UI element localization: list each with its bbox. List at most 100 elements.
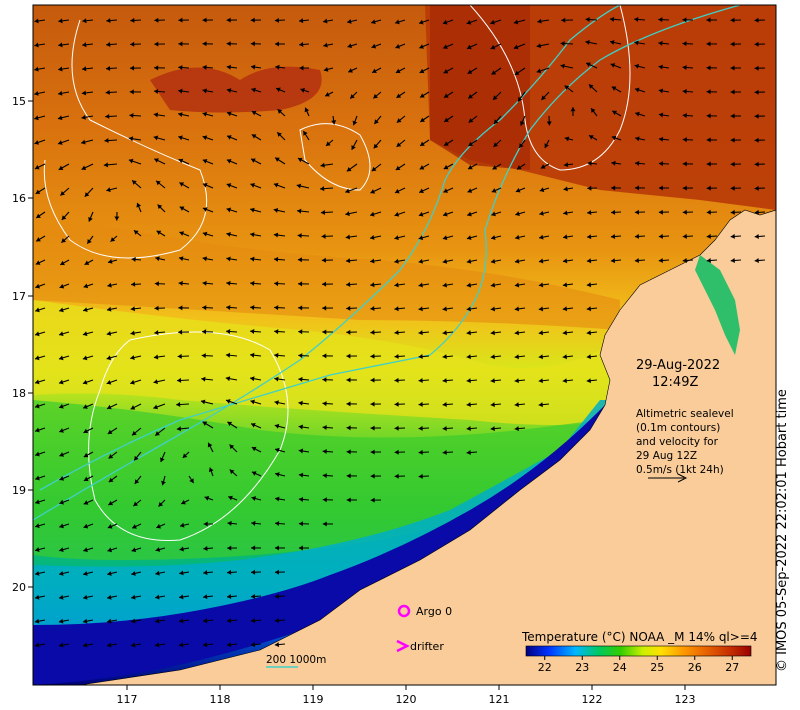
velocity-arrowhead [588, 84, 594, 89]
velocity-arrowhead [394, 377, 399, 383]
velocity-arrowhead [514, 282, 520, 288]
altimetry-note-line: 0.5m/s (1kt 24h) [636, 464, 724, 476]
velocity-arrowhead [106, 42, 111, 48]
velocity-arrowhead [520, 120, 525, 126]
velocity-arrowhead [443, 93, 449, 98]
velocity-arrowhead [275, 496, 280, 502]
velocity-arrowhead [35, 451, 40, 457]
velocity-arrowhead [322, 281, 327, 287]
velocity-arrowhead [394, 330, 399, 336]
velocity-arrowhead [58, 618, 64, 624]
lat-tick-label: 16 [12, 192, 26, 205]
velocity-arrowhead [296, 183, 302, 189]
velocity-arrowhead [181, 499, 186, 505]
velocity-arrowhead [442, 425, 447, 431]
velocity-arrowhead [297, 208, 302, 214]
velocity-arrowhead [587, 210, 592, 216]
velocity-arrowhead [203, 545, 208, 551]
velocity-arrowhead [273, 232, 279, 238]
velocity-arrowhead [442, 306, 447, 312]
velocity-arrowhead [514, 426, 519, 432]
velocity-arrowhead [226, 305, 231, 311]
velocity-arrowhead [299, 65, 304, 71]
velocity-arrowhead [226, 111, 232, 117]
velocity-arrowhead [226, 88, 232, 93]
velocity-arrowhead [730, 257, 735, 263]
velocity-arrowhead [492, 165, 498, 170]
velocity-arrowhead [515, 234, 520, 240]
velocity-arrowhead [107, 547, 113, 553]
velocity-arrowhead [107, 282, 112, 288]
velocity-arrowhead [226, 618, 232, 624]
velocity-arrowhead [546, 121, 552, 126]
velocity-arrowhead [274, 305, 279, 311]
velocity-arrowhead [155, 256, 160, 262]
velocity-arrowhead [129, 89, 134, 95]
velocity-arrowhead [394, 211, 400, 217]
velocity-arrowhead [201, 353, 206, 359]
velocity-arrowhead [108, 500, 114, 506]
velocity-arrowhead [754, 137, 759, 143]
velocity-arrowhead [207, 442, 213, 448]
velocity-arrowhead [250, 376, 255, 382]
velocity-arrowhead [370, 401, 375, 407]
velocity-arrowhead [298, 448, 304, 454]
velocity-arrowhead [35, 427, 40, 433]
velocity-arrowhead [519, 143, 524, 148]
velocity-arrowhead [131, 256, 136, 262]
colorbar-scale [525, 645, 752, 657]
velocity-arrowhead [418, 425, 423, 431]
velocity-arrowhead [346, 473, 351, 479]
velocity-arrowhead [538, 378, 543, 384]
velocity-arrowhead [370, 353, 375, 359]
velocity-arrowhead [467, 211, 472, 217]
velocity-arrowhead [682, 41, 687, 47]
velocity-arrowhead [108, 258, 113, 264]
velocity-arrowhead [730, 137, 735, 143]
velocity-arrowhead [129, 113, 134, 119]
velocity-arrowhead [155, 547, 161, 552]
velocity-arrowhead [208, 467, 214, 473]
velocity-arrowhead [442, 378, 447, 384]
velocity-arrowhead [34, 115, 39, 121]
velocity-arrowhead [466, 306, 471, 312]
velocity-arrowhead [515, 211, 520, 217]
velocity-arrowhead [83, 571, 88, 576]
velocity-arrowhead [275, 472, 280, 477]
velocity-arrowhead [418, 330, 423, 336]
velocity-arrowhead [59, 331, 64, 337]
velocity-arrowhead [274, 618, 280, 624]
velocity-arrowhead [83, 594, 88, 600]
velocity-arrowhead [229, 444, 235, 450]
velocity-arrowhead [201, 376, 206, 382]
velocity-arrowhead [634, 16, 639, 22]
velocity-arrowhead [61, 215, 67, 220]
velocity-arrowhead [682, 185, 687, 191]
velocity-arrowhead [514, 330, 520, 336]
velocity-arrowhead [564, 85, 570, 90]
velocity-arrowhead [682, 137, 687, 143]
velocity-arrowhead [467, 188, 473, 193]
velocity-arrowhead [370, 235, 375, 240]
velocity-arrowhead [586, 306, 592, 312]
velocity-arrowhead [298, 281, 303, 287]
velocity-arrowhead [153, 135, 159, 141]
velocity-arrowhead [277, 109, 283, 114]
velocity-arrowhead [81, 165, 87, 170]
velocity-arrowhead [538, 282, 544, 288]
velocity-arrowhead [131, 594, 136, 600]
velocity-arrowhead [491, 211, 496, 217]
velocity-arrowhead [351, 145, 356, 150]
velocity-arrowhead [682, 209, 687, 215]
velocity-arrowhead [370, 449, 375, 455]
velocity-arrowhead [370, 473, 375, 479]
velocity-arrowhead [226, 399, 231, 404]
velocity-arrowhead [490, 402, 495, 408]
velocity-arrowhead [682, 257, 687, 263]
velocity-arrowhead [273, 207, 279, 213]
velocity-arrowhead [177, 377, 182, 383]
velocity-arrowhead [251, 496, 257, 501]
velocity-arrowhead [539, 210, 544, 216]
velocity-arrowhead [202, 111, 208, 117]
velocity-arrowhead [134, 479, 140, 484]
